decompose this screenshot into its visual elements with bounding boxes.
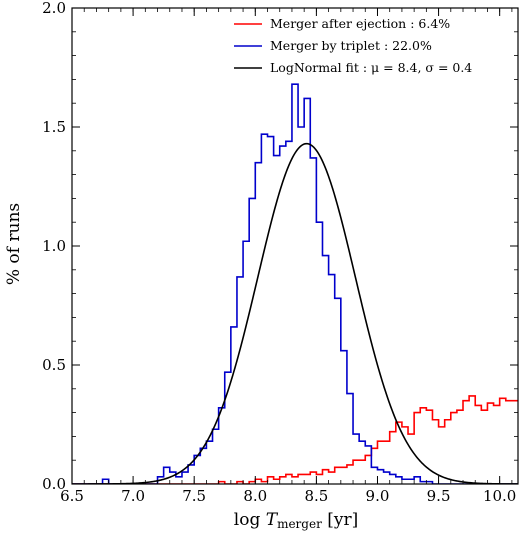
x-axis-label-T: T <box>266 510 279 530</box>
x-tick-label-2: 7.5 <box>182 487 206 505</box>
x-tick-label-1: 7.0 <box>121 487 145 505</box>
y-tick-label-3: 1.5 <box>42 118 66 136</box>
series-line-3 <box>72 142 518 484</box>
y-tick-label-1: 0.5 <box>42 356 66 374</box>
legend-label-3: LogNormal fit : μ = 8.4, σ = 0.4 <box>270 60 472 75</box>
y-axis-label: % of runs <box>4 203 24 285</box>
x-tick-label-6: 9.5 <box>427 487 451 505</box>
x-tick-label-0: 6.5 <box>60 487 84 505</box>
legend-label-2: Merger by triplet : 22.0% <box>270 38 432 53</box>
x-tick-label-5: 9.0 <box>366 487 390 505</box>
axes-layer: 6.5 7.0 7.5 8.0 8.5 9.0 9.5 10.0 0.0 0.5 1.0 1.5 2.0 <box>42 0 519 505</box>
legend-label-1: Merger after ejection : 6.4% <box>270 16 450 31</box>
x-axis-label-log: log <box>234 510 266 530</box>
x-tick-label-3: 8.0 <box>243 487 267 505</box>
series-line-1 <box>72 395 518 484</box>
y-tick-label-0: 0.0 <box>42 475 66 493</box>
x-tick-label-4: 8.5 <box>304 487 328 505</box>
legend: Merger after ejection : 6.4% Merger by tr… <box>234 16 472 75</box>
y-tick-label-4: 2.0 <box>42 0 66 17</box>
series-layer <box>72 83 518 484</box>
x-axis-label-sub: merger <box>277 517 322 531</box>
y-tick-label-2: 1.0 <box>42 237 66 255</box>
x-tick-label-7: 10.0 <box>483 487 516 505</box>
series-line-2 <box>72 83 518 484</box>
x-axis-label-unit: [yr] <box>322 510 358 530</box>
x-axis-label: log Tmerger [yr] <box>234 510 358 531</box>
